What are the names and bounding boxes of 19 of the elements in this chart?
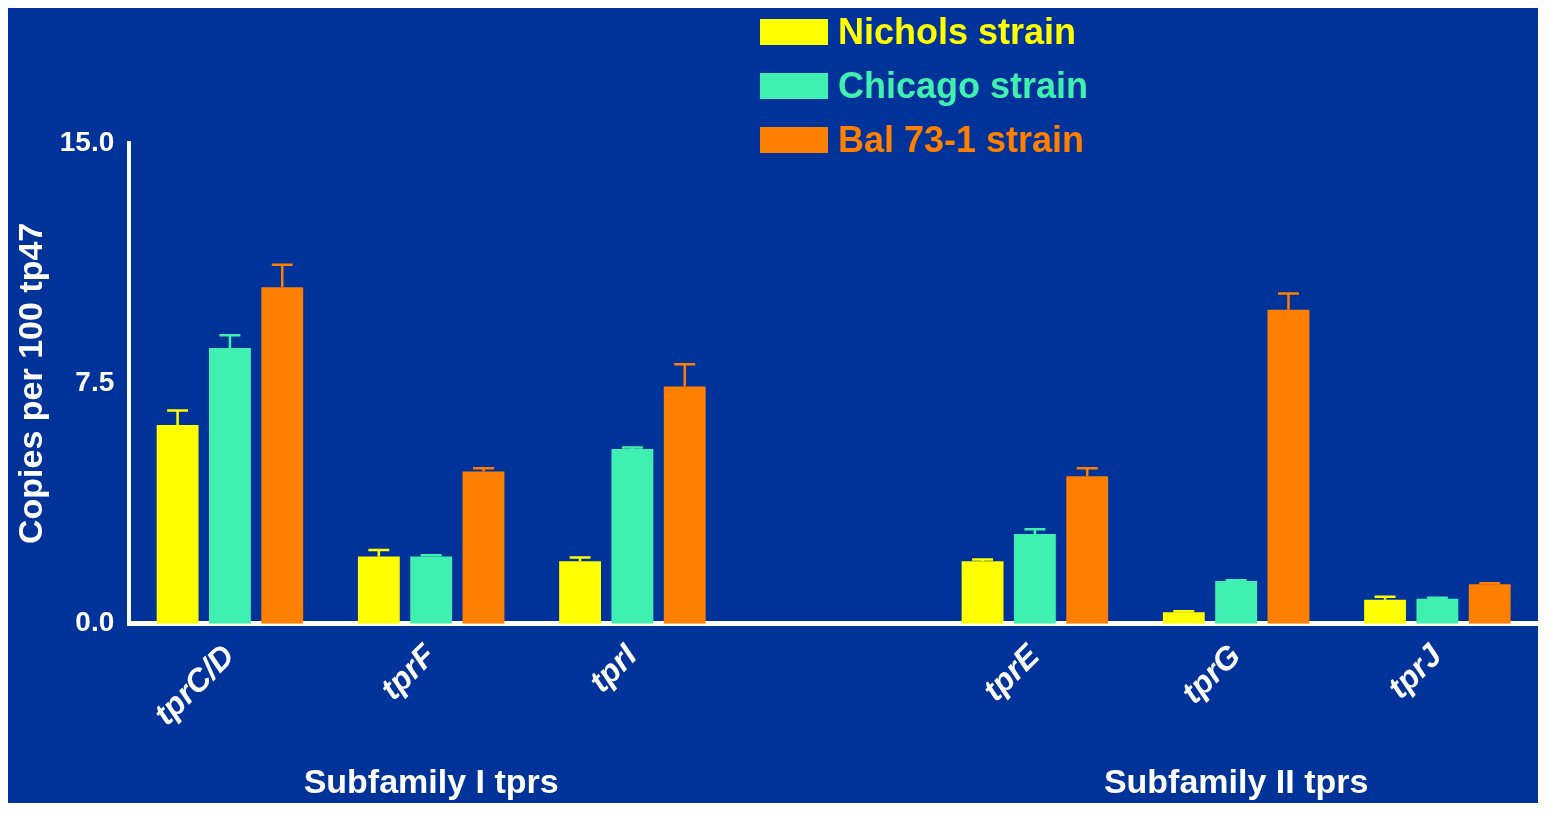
text: Subfamily II tprs	[1103, 762, 1369, 801]
legend-label: Chicago strain	[838, 65, 1089, 106]
bar	[1468, 584, 1511, 624]
text: Subfamily I tprs	[303, 762, 559, 801]
bar	[462, 471, 505, 624]
bar	[1162, 612, 1205, 624]
y-tick-label: 15.0	[59, 125, 115, 157]
legend-label: Nichols strain	[838, 11, 1077, 52]
bar	[1215, 581, 1258, 624]
y-tick-label: 0.0	[75, 606, 115, 638]
bar	[1364, 599, 1406, 624]
y-tick-label: 7.5	[75, 366, 115, 398]
y-axis-title: Copies per 100 tp47	[10, 222, 49, 544]
bar	[961, 561, 1004, 624]
bar	[410, 556, 453, 624]
bar	[1416, 598, 1459, 624]
legend-label: Bal 73-1 strain	[838, 119, 1085, 160]
x-tick-label: tprI	[581, 636, 645, 699]
bar	[611, 449, 654, 624]
